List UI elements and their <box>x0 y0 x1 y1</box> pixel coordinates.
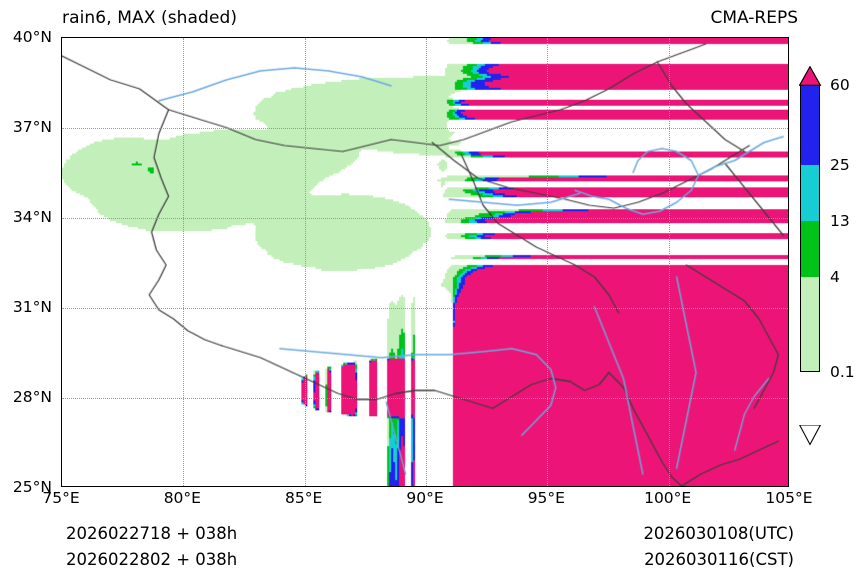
y-tick-mark <box>61 38 62 39</box>
y-tick-label: 31°N <box>12 298 52 316</box>
x-tick-label: 95°E <box>527 489 565 507</box>
colorbar-tick-label: 60 <box>830 76 850 94</box>
x-axis-labels: 75°E 80°E 85°E 90°E 95°E 100°E 105°E <box>42 489 812 513</box>
y-tick-mark <box>61 398 62 399</box>
x-tick-mark <box>183 486 184 487</box>
x-tick-mark <box>669 486 670 487</box>
y-tick-mark <box>61 128 62 129</box>
x-tick-mark <box>62 486 63 487</box>
colorbar-over-triangle-outline <box>799 65 822 86</box>
precipitation-shading-canvas <box>62 38 788 486</box>
model-label: CMA-REPS <box>710 8 798 28</box>
colorbar-tick-label: 13 <box>830 212 850 230</box>
x-tick-label: 105°E <box>765 489 813 507</box>
y-tick-mark <box>61 308 62 309</box>
y-axis-labels: 40°N 37°N 34°N 31°N 28°N 25°N <box>0 28 56 496</box>
footer-valid-times: 2026030108(UTC) 2026030116(CST) <box>643 524 794 569</box>
colorbar-under-triangle-outline <box>799 425 822 446</box>
y-tick-label: 34°N <box>12 208 52 226</box>
colorbar-tick-label: 4 <box>830 268 840 287</box>
colorbar-tick-label: 25 <box>830 155 850 174</box>
colorbar-tick-label: 0.1 <box>830 363 855 382</box>
y-tick-label: 25°N <box>12 478 52 496</box>
y-tick-label: 28°N <box>12 388 52 406</box>
colorbar-segment <box>800 85 820 165</box>
x-tick-label: 80°E <box>163 489 201 507</box>
x-tick-label: 85°E <box>285 489 323 507</box>
x-tick-label: 100°E <box>644 489 692 507</box>
x-tick-mark <box>305 486 306 487</box>
footer: 2026022718 + 038h 2026022802 + 038h 2026… <box>0 521 860 579</box>
colorbar-segment <box>800 277 820 373</box>
colorbar: 60 25 13 4 0.1 <box>799 65 855 446</box>
x-tick-label: 90°E <box>406 489 444 507</box>
colorbar-segment <box>800 164 820 221</box>
x-tick-mark <box>547 486 548 487</box>
map-plot-area <box>61 37 789 487</box>
footer-init-times: 2026022718 + 038h 2026022802 + 038h <box>66 524 238 569</box>
x-tick-label: 75°E <box>42 489 80 507</box>
x-tick-mark <box>426 486 427 487</box>
y-tick-mark <box>61 218 62 219</box>
y-tick-label: 37°N <box>12 118 52 136</box>
colorbar-segment <box>800 221 820 278</box>
y-tick-label: 40°N <box>12 28 52 46</box>
page-title: rain6, MAX (shaded) <box>62 8 238 28</box>
